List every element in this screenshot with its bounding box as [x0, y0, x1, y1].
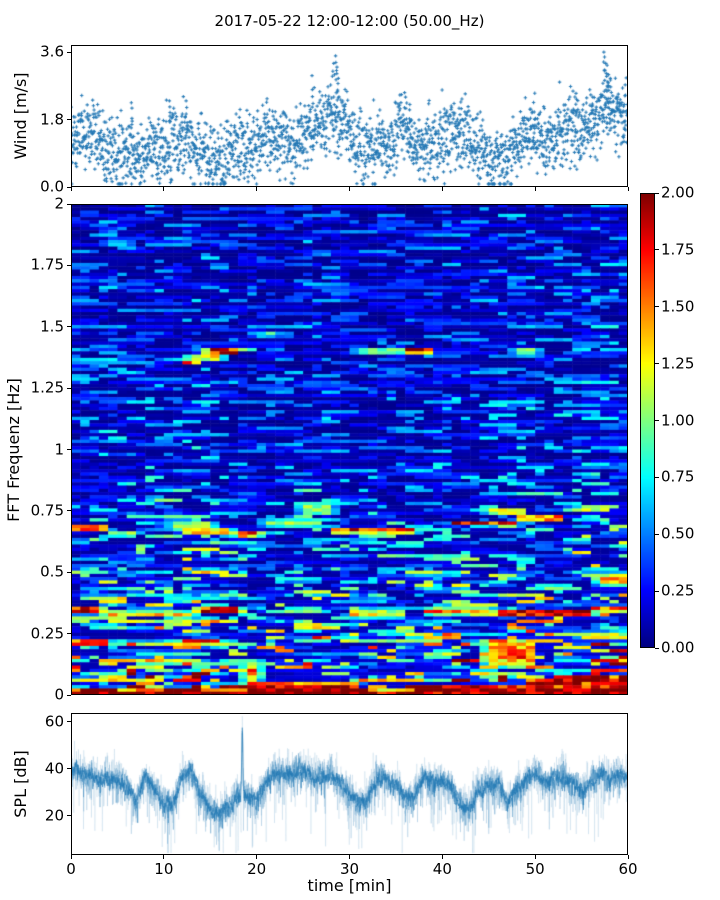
- spl-xtick: [627, 855, 629, 859]
- spl-xtick: [441, 855, 443, 859]
- colorbar-tick-label: 1.25: [661, 354, 695, 373]
- spl-ytick-label: 60: [44, 712, 64, 731]
- colorbar-tick-label: 0.25: [661, 581, 695, 600]
- wind-xtick: [441, 187, 443, 191]
- spectrogram-ylabel: FFT Frequenz [Hz]: [4, 378, 23, 522]
- colorbar-tick-label: 1.00: [661, 411, 695, 429]
- colorbar-tick-label: 0.50: [661, 524, 695, 543]
- colorbar-tick: [655, 590, 659, 592]
- wind-xtick: [70, 187, 72, 191]
- x-axis-label: time [min]: [307, 876, 392, 895]
- spl-ytick: [67, 815, 71, 817]
- colorbar-tick: [655, 647, 659, 649]
- spectrogram-ytick-label: 2: [54, 194, 64, 213]
- spectrogram-ytick: [67, 694, 71, 696]
- wind-xtick: [534, 187, 536, 191]
- wind-xtick: [163, 187, 165, 191]
- wind-xtick: [627, 187, 629, 191]
- spectrogram-ytick: [67, 510, 71, 512]
- wind-scatter-canvas: [71, 45, 628, 187]
- spectrogram-ytick-label: 0.25: [30, 624, 64, 643]
- spl-ylabel: SPL [dB]: [11, 750, 30, 818]
- spl-xtick-label: 30: [339, 860, 360, 878]
- spl-ytick-label: 20: [44, 806, 64, 825]
- wind-ytick-label: 3.6: [40, 42, 64, 61]
- spectrogram-ytick: [67, 264, 71, 266]
- spl-xtick: [70, 855, 72, 859]
- spectrogram-ytick: [67, 326, 71, 328]
- figure-title: 2017-05-22 12:00-12:00 (50.00_Hz): [214, 12, 485, 30]
- spectrogram-ytick-label: 0.5: [40, 562, 64, 581]
- colorbar-tick: [655, 420, 659, 421]
- colorbar-tick-label: 0.00: [661, 638, 695, 657]
- spectrogram-ytick-label: 1.25: [30, 378, 64, 397]
- spl-ytick: [67, 721, 71, 723]
- spectrogram-ytick-label: 0.75: [30, 501, 64, 520]
- wind-ytick-label: 0.0: [40, 177, 64, 196]
- spl-xtick-label: 40: [432, 860, 452, 878]
- spectrogram-ytick-label: 0: [54, 685, 64, 704]
- colorbar-tick: [655, 192, 659, 194]
- spl-xtick-label: 20: [247, 860, 267, 878]
- wind-ytick: [67, 51, 71, 53]
- colorbar-tick-label: 1.75: [661, 240, 695, 259]
- colorbar-tick: [655, 476, 659, 478]
- spectrogram-ytick: [67, 449, 71, 450]
- colorbar-tick: [655, 249, 659, 251]
- spectrogram-ytick-label: 1: [54, 440, 64, 458]
- wind-ylabel: Wind [m/s]: [11, 72, 30, 160]
- colorbar-tick-label: 1.50: [661, 297, 695, 316]
- spl-xtick: [163, 855, 165, 859]
- spl-xtick: [256, 855, 258, 859]
- spectrogram-ytick: [67, 633, 71, 635]
- wind-ytick: [67, 186, 71, 188]
- colorbar-canvas: [640, 193, 655, 648]
- spl-xtick-label: 0: [66, 860, 76, 878]
- spectrogram-ytick: [67, 387, 71, 389]
- colorbar-tick: [655, 363, 659, 365]
- colorbar-tick-label: 0.75: [661, 467, 695, 486]
- spectrogram-ytick-label: 1.75: [30, 255, 64, 274]
- spl-ytick: [67, 768, 71, 770]
- colorbar-tick: [655, 533, 659, 535]
- spl-xtick-label: 50: [525, 860, 545, 878]
- spectrogram-canvas: [71, 204, 628, 695]
- colorbar-tick-label: 2.00: [661, 183, 695, 202]
- spl-ytick-label: 40: [44, 759, 64, 778]
- wind-xtick: [256, 187, 258, 191]
- wind-xtick: [349, 187, 350, 191]
- spl-xtick-label: 10: [154, 860, 174, 878]
- spl-xtick-label: 60: [618, 860, 638, 878]
- spl-xtick: [349, 855, 350, 859]
- spectrogram-ytick: [67, 203, 71, 205]
- spectrogram-ytick: [67, 571, 71, 573]
- colorbar-tick: [655, 306, 659, 308]
- spectrogram-ytick-label: 1.5: [40, 317, 64, 336]
- spl-line-canvas: [71, 713, 628, 855]
- wind-ytick-label: 1.8: [40, 110, 64, 129]
- spl-xtick: [534, 855, 536, 859]
- wind-ytick: [67, 119, 71, 121]
